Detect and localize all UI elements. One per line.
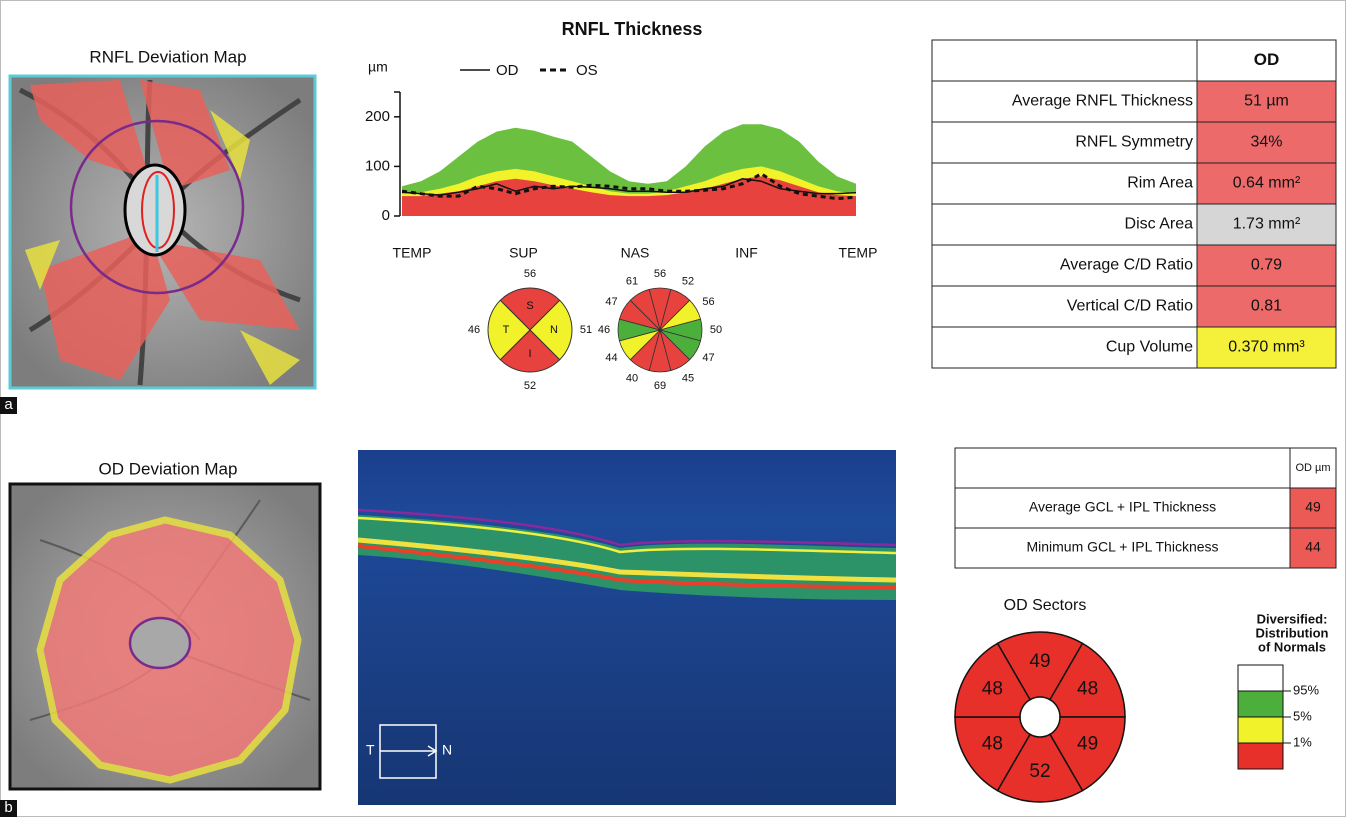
clock-value: 44	[605, 352, 617, 364]
quadrant-value: 52	[524, 380, 536, 392]
legend-swatch	[1238, 691, 1283, 717]
od-map-image	[10, 484, 320, 789]
clock-value: 69	[654, 380, 666, 392]
clock-value: 56	[702, 296, 714, 308]
clock-value: 45	[682, 372, 694, 384]
quadrant-label: T	[503, 324, 510, 336]
quadrant-label: S	[526, 300, 533, 312]
gcl-sector-value: 49	[1029, 651, 1050, 672]
table-value: 49	[1305, 499, 1321, 515]
gcl-sector-value: 48	[982, 734, 1003, 755]
scan-right-label: N	[442, 742, 452, 758]
legend-title: Diversified:	[1257, 611, 1328, 626]
table-label: Average C/D Ratio	[1060, 257, 1193, 274]
oct-scan-image	[358, 450, 896, 805]
rnfl-map-image	[10, 76, 315, 388]
sectors-title: OD Sectors	[1004, 597, 1087, 614]
quadrant-value: 56	[524, 268, 536, 280]
table-value: 1.73 mm²	[1233, 216, 1301, 233]
y-tick-label: 100	[365, 157, 390, 174]
panel-label: a	[4, 396, 13, 413]
quadrant-label: N	[550, 324, 558, 336]
table-label: Average GCL + IPL Thickness	[1029, 499, 1216, 515]
y-tick-label: 0	[382, 207, 390, 224]
legend-label: OS	[576, 62, 598, 79]
clock-value: 61	[626, 275, 638, 287]
legend-title: of Normals	[1258, 639, 1326, 654]
table-value: 51 µm	[1244, 93, 1289, 110]
table-value: 0.370 mm³	[1228, 339, 1305, 356]
clock-value: 47	[605, 296, 617, 308]
x-tick-label: INF	[735, 245, 758, 261]
table-label: Average RNFL Thickness	[1012, 93, 1193, 110]
table-label: Minimum GCL + IPL Thickness	[1026, 539, 1218, 555]
figure: RNFL Deviation Map RNFL Thickness µm OD …	[0, 0, 1346, 817]
legend-label: 5%	[1293, 708, 1312, 723]
legend-swatch	[1238, 743, 1283, 769]
clock-value: 46	[598, 324, 610, 336]
y-tick-label: 200	[365, 108, 390, 125]
x-tick-label: TEMP	[839, 245, 878, 261]
gcl-sector-value: 48	[1077, 679, 1098, 700]
table-value: 0.81	[1251, 298, 1282, 315]
x-tick-label: TEMP	[393, 245, 432, 261]
table-header: OD µm	[1295, 462, 1330, 474]
quadrant-value: 51	[580, 324, 592, 336]
table-label: RNFL Symmetry	[1075, 134, 1193, 151]
map-title: RNFL Deviation Map	[89, 47, 246, 66]
clock-value: 56	[654, 268, 666, 280]
gcl-sector-value: 48	[982, 679, 1003, 700]
table-header: OD	[1254, 50, 1280, 69]
x-tick-label: NAS	[621, 245, 650, 261]
quadrant-label: I	[528, 348, 531, 360]
y-unit: µm	[368, 59, 388, 75]
table-value: 34%	[1250, 134, 1282, 151]
legend-label: OD	[496, 62, 519, 79]
table-label: Disc Area	[1125, 216, 1194, 233]
table-label: Vertical C/D Ratio	[1067, 298, 1193, 315]
map-title: OD Deviation Map	[99, 459, 238, 478]
clock-value: 52	[682, 275, 694, 287]
x-tick-label: SUP	[509, 245, 538, 261]
scan-left-label: T	[366, 742, 375, 758]
quadrant-value: 46	[468, 324, 480, 336]
table-cell	[932, 40, 1197, 81]
legend-swatch	[1238, 665, 1283, 691]
legend-title: Distribution	[1256, 625, 1329, 640]
legend-label: 95%	[1293, 682, 1319, 697]
table-label: Cup Volume	[1106, 339, 1193, 356]
gcl-sector-value: 49	[1077, 734, 1098, 755]
panel-label: b	[4, 799, 12, 816]
table-value: 0.79	[1251, 257, 1282, 274]
chart-title: RNFL Thickness	[562, 19, 703, 39]
table-label: Rim Area	[1127, 175, 1193, 192]
clock-value: 50	[710, 324, 722, 336]
legend-label: 1%	[1293, 734, 1312, 749]
clock-value: 40	[626, 372, 638, 384]
table-value: 44	[1305, 539, 1321, 555]
legend-swatch	[1238, 717, 1283, 743]
gcl-sector-value: 52	[1029, 761, 1050, 782]
clock-value: 47	[702, 352, 714, 364]
table-value: 0.64 mm²	[1233, 175, 1301, 192]
table-cell	[955, 448, 1290, 488]
